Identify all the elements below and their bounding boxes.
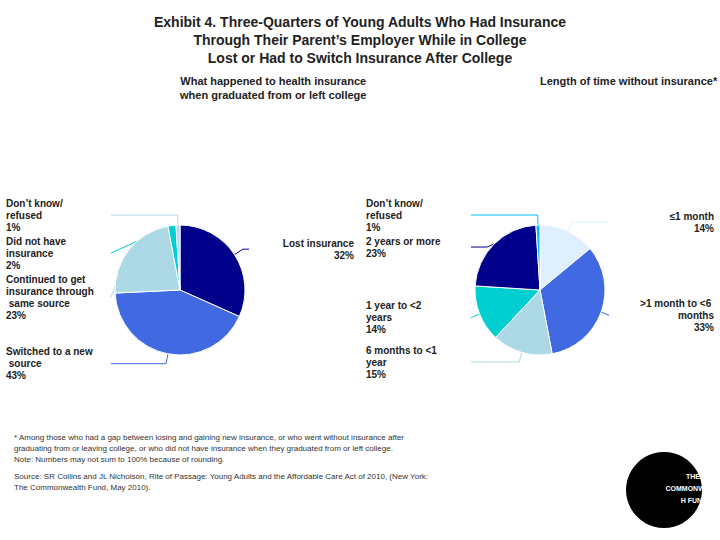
svg-text:* Among those who had a gap be: * Among those who had a gap between losi… — [14, 433, 404, 442]
svg-text:years: years — [366, 312, 393, 323]
svg-text:Length of time without insuran: Length of time without insurance* — [540, 75, 718, 87]
svg-text:Source: SR Collins and JL Nich: Source: SR Collins and JL Nicholson, Rit… — [14, 472, 428, 481]
svg-text:14%: 14% — [694, 223, 714, 234]
svg-text:33%: 33% — [694, 322, 714, 333]
svg-text:insurance: insurance — [6, 248, 54, 259]
svg-text:The Commonwealth Fund, May 201: The Commonwealth Fund, May 2010). — [14, 483, 151, 492]
svg-text:COMMONWEALT: COMMONWEALT — [665, 485, 720, 492]
svg-text:insurance through: insurance through — [6, 286, 94, 297]
svg-text:6 months to <1: 6 months to <1 — [366, 345, 440, 356]
svg-text:THE: THE — [686, 473, 702, 480]
svg-text:Note: Numbers may not sum to 1: Note: Numbers may not sum to 100% becaus… — [14, 455, 224, 464]
svg-text:Don’t know/: Don’t know/ — [6, 198, 63, 209]
svg-text:>1 month to <6: >1 month to <6 — [640, 298, 714, 309]
svg-text:1%: 1% — [6, 222, 21, 233]
svg-text:Did not have: Did not have — [6, 236, 69, 247]
svg-text:2 years or more: 2 years or more — [366, 236, 441, 247]
svg-text:2%: 2% — [6, 260, 21, 271]
svg-text:23%: 23% — [6, 310, 26, 321]
svg-text:Don’t know/: Don’t know/ — [366, 198, 423, 209]
svg-text:refused: refused — [6, 210, 42, 221]
svg-text:Exhibit 4. Three-Quarters of Y: Exhibit 4. Three-Quarters of Young Adult… — [154, 14, 566, 30]
svg-text:refused: refused — [366, 210, 402, 221]
svg-text:Lost insurance: Lost insurance — [283, 238, 355, 249]
svg-text:months: months — [678, 310, 715, 321]
svg-text:when graduated from or left co: when graduated from or left college — [179, 89, 366, 101]
svg-text:source: source — [6, 358, 42, 369]
svg-text:≤1 month: ≤1 month — [670, 211, 714, 222]
svg-text:year: year — [366, 357, 387, 368]
svg-text:Lost or Had to Switch Insuranc: Lost or Had to Switch Insurance After Co… — [208, 50, 513, 66]
svg-text:H FUND: H FUND — [681, 497, 707, 504]
svg-text:What happened to health insura: What happened to health insurance — [180, 75, 366, 87]
svg-text:1%: 1% — [366, 222, 381, 233]
svg-text:23%: 23% — [366, 248, 386, 259]
svg-text:Switched to a new: Switched to a new — [6, 346, 93, 357]
svg-text:43%: 43% — [6, 370, 26, 381]
svg-text:Continued to get: Continued to get — [6, 274, 88, 285]
svg-text:same source: same source — [6, 298, 70, 309]
svg-text:15%: 15% — [366, 369, 386, 380]
svg-text:Through Their Parent’s Employe: Through Their Parent’s Employer While in… — [193, 32, 526, 48]
svg-text:1 year to <2: 1 year to <2 — [366, 300, 424, 311]
svg-text:14%: 14% — [366, 324, 386, 335]
svg-text:graduating from or leaving col: graduating from or leaving college, or w… — [14, 444, 393, 453]
svg-text:32%: 32% — [334, 250, 354, 261]
